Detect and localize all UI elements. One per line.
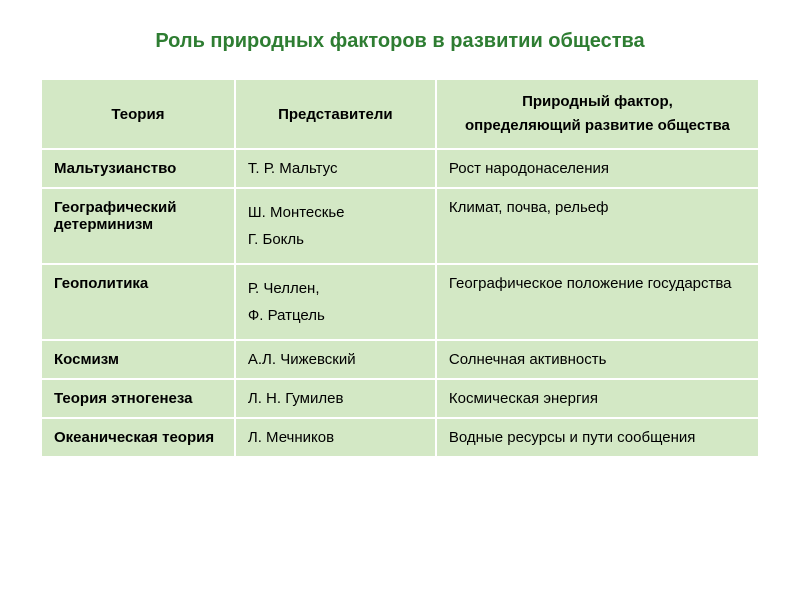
table-row: Геополитика Р. Челлен, Ф. Ратцель Геогра… — [41, 264, 759, 340]
cell-theory: Мальтузианство — [41, 149, 235, 188]
cell-theory: Океаническая теория — [41, 418, 235, 457]
cell-factor: Рост народонаселения — [436, 149, 759, 188]
header-theory: Теория — [41, 79, 235, 149]
cell-reps: Ш. МонтескьеГ. Бокль — [235, 188, 436, 264]
cell-theory: Космизм — [41, 340, 235, 379]
cell-theory: Географический детерминизм — [41, 188, 235, 264]
cell-factor: Солнечная активность — [436, 340, 759, 379]
table-header-row: Теория Представители Природный фактор, о… — [41, 79, 759, 149]
cell-factor: Климат, почва, рельеф — [436, 188, 759, 264]
header-representatives: Представители — [235, 79, 436, 149]
table-row: Теория этногенеза Л. Н. Гумилев Космичес… — [41, 379, 759, 418]
cell-reps: Р. Челлен, Ф. Ратцель — [235, 264, 436, 340]
table-row: Океаническая теория Л. Мечников Водные р… — [41, 418, 759, 457]
header-factor-line1: Природный фактор, — [522, 93, 673, 110]
cell-reps: А.Л. Чижевский — [235, 340, 436, 379]
cell-reps: Л. Мечников — [235, 418, 436, 457]
cell-factor: Космическая энергия — [436, 379, 759, 418]
table-row: Космизм А.Л. Чижевский Солнечная активно… — [41, 340, 759, 379]
cell-reps: Т. Р. Мальтус — [235, 149, 436, 188]
table-body: Мальтузианство Т. Р. Мальтус Рост народо… — [41, 149, 759, 457]
theories-table: Теория Представители Природный фактор, о… — [40, 78, 760, 458]
table-row: Географический детерминизм Ш. МонтескьеГ… — [41, 188, 759, 264]
header-factor: Природный фактор, определяющий развитие … — [436, 79, 759, 149]
cell-theory: Теория этногенеза — [41, 379, 235, 418]
cell-theory: Геополитика — [41, 264, 235, 340]
page-title: Роль природных факторов в развитии общес… — [40, 30, 760, 53]
cell-factor: Водные ресурсы и пути сообщения — [436, 418, 759, 457]
table-row: Мальтузианство Т. Р. Мальтус Рост народо… — [41, 149, 759, 188]
cell-factor: Географическое положение государства — [436, 264, 759, 340]
header-factor-line2: определяющий развитие общества — [465, 117, 730, 134]
cell-reps: Л. Н. Гумилев — [235, 379, 436, 418]
